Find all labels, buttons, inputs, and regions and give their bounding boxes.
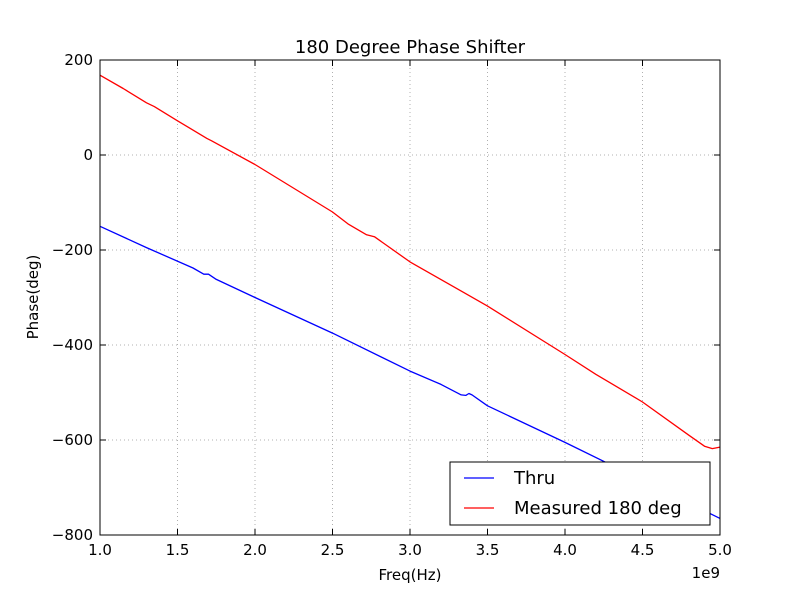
y-tick-label: −200 <box>52 241 93 259</box>
x-offset-label: 1e9 <box>692 564 720 582</box>
series-line-measured-180-deg <box>99 74 721 450</box>
x-tick-label: 2.0 <box>243 541 267 559</box>
x-tick-label: 3.0 <box>398 541 422 559</box>
series-line-thru <box>99 225 721 519</box>
y-tick-label: −600 <box>52 431 93 449</box>
axis-ticks: 1.0 1.5 2.0 2.5 3.0 3.5 4.0 4.5 5.0 200 0 −200 −400 −… <box>52 51 732 559</box>
x-tick-label: 1.0 <box>88 541 112 559</box>
x-tick-label: 4.5 <box>631 541 655 559</box>
y-axis-label: Phase(deg) <box>24 255 42 340</box>
legend-label: Thru <box>513 468 555 489</box>
y-tick-label: −800 <box>52 526 93 544</box>
y-tick-label: 0 <box>83 146 93 164</box>
x-axis-label: Freq(Hz) <box>379 566 442 584</box>
x-tick-label: 1.5 <box>166 541 190 559</box>
legend-box <box>449 461 711 526</box>
series-layer <box>99 74 721 519</box>
x-tick-label: 4.0 <box>553 541 577 559</box>
x-tick-label: 2.5 <box>321 541 345 559</box>
x-tick-label: 5.0 <box>708 541 732 559</box>
legend-label: Measured 180 deg <box>514 498 682 519</box>
chart-title: 180 Degree Phase Shifter <box>295 37 526 58</box>
legend: Thru Measured 180 deg <box>449 461 711 526</box>
y-tick-label: −400 <box>52 336 93 354</box>
y-tick-label: 200 <box>64 51 93 69</box>
x-tick-label: 3.5 <box>476 541 500 559</box>
